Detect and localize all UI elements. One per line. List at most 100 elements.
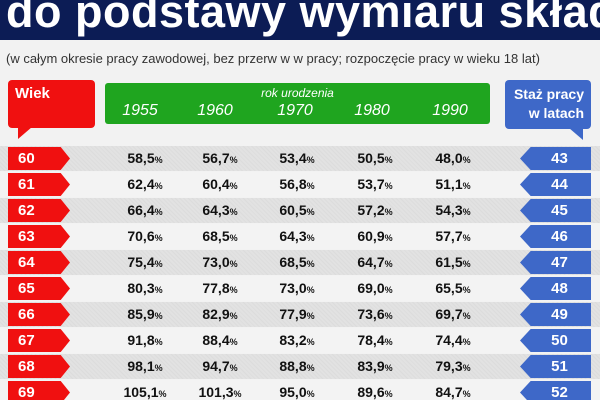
replacement-rate-cell: 48,0% xyxy=(418,146,488,173)
replacement-rate-cell: 88,8% xyxy=(262,354,332,381)
replacement-rate-cell: 74,4% xyxy=(418,328,488,355)
replacement-rate-cell: 53,4% xyxy=(262,146,332,173)
percent-sign: % xyxy=(306,181,315,191)
value: 80,3 xyxy=(127,280,155,296)
replacement-rate-cell: 105,1% xyxy=(110,380,180,400)
replacement-rate-cell: 84,7% xyxy=(418,380,488,400)
percent-sign: % xyxy=(462,337,471,347)
percent-sign: % xyxy=(384,285,393,295)
table-row: 60 58,5% 56,7% 53,4% 50,5% 48,0% 43 xyxy=(0,146,600,171)
replacement-rate-cell: 73,0% xyxy=(185,250,255,277)
table-row: 69 105,1% 101,3% 95,0% 89,6% 84,7% 52 xyxy=(0,380,600,400)
percent-sign: % xyxy=(462,389,471,399)
value: 94,7 xyxy=(202,358,230,374)
replacement-rate-cell: 101,3% xyxy=(185,380,255,400)
value: 79,3 xyxy=(435,358,463,374)
replacement-rate-cell: 69,7% xyxy=(418,302,488,329)
percent-sign: % xyxy=(462,311,471,321)
value: 54,3 xyxy=(435,202,463,218)
percent-sign: % xyxy=(462,207,471,217)
tenure-cell: 49 xyxy=(520,303,591,326)
tenure-cell: 51 xyxy=(520,355,591,378)
replacement-rate-cell: 58,5% xyxy=(110,146,180,173)
value: 48,0 xyxy=(435,150,463,166)
year-header: 1970 xyxy=(277,102,313,119)
percent-sign: % xyxy=(154,285,163,295)
value: 66,4 xyxy=(127,202,155,218)
age-cell: 66 xyxy=(8,303,70,326)
percent-sign: % xyxy=(462,155,471,165)
tenure-cell: 43 xyxy=(520,147,591,170)
percent-sign: % xyxy=(306,155,315,165)
percent-sign: % xyxy=(306,337,315,347)
replacement-rate-cell: 68,5% xyxy=(262,250,332,277)
table-row: 68 98,1% 94,7% 88,8% 83,9% 79,3% 51 xyxy=(0,354,600,379)
value: 95,0 xyxy=(279,384,307,400)
percent-sign: % xyxy=(306,389,315,399)
replacement-rate-cell: 82,9% xyxy=(185,302,255,329)
replacement-rate-cell: 75,4% xyxy=(110,250,180,277)
subtitle: (w całym okresie pracy zawodowej, bez pr… xyxy=(6,51,540,66)
value: 57,7 xyxy=(435,228,463,244)
age-cell: 63 xyxy=(8,225,70,248)
percent-sign: % xyxy=(462,259,471,269)
percent-sign: % xyxy=(154,259,163,269)
tenure-cell: 46 xyxy=(520,225,591,248)
tenure-header: Staż pracy w latach xyxy=(505,80,591,140)
replacement-rate-cell: 73,6% xyxy=(340,302,410,329)
replacement-rate-cell: 65,5% xyxy=(418,276,488,303)
tenure-cell: 50 xyxy=(520,329,591,352)
percent-sign: % xyxy=(306,285,315,295)
value: 83,9 xyxy=(357,358,385,374)
title-band: do podstawy wymiaru składki xyxy=(0,0,600,40)
value: 60,5 xyxy=(279,202,307,218)
table-row: 64 75,4% 73,0% 68,5% 64,7% 61,5% 47 xyxy=(0,250,600,275)
value: 65,5 xyxy=(435,280,463,296)
percent-sign: % xyxy=(154,181,163,191)
replacement-rate-cell: 56,7% xyxy=(185,146,255,173)
percent-sign: % xyxy=(384,181,393,191)
replacement-rate-cell: 56,8% xyxy=(262,172,332,199)
value: 77,8 xyxy=(202,280,230,296)
value: 75,4 xyxy=(127,254,155,270)
tenure-cell: 44 xyxy=(520,173,591,196)
year-header: 1955 xyxy=(122,102,158,119)
replacement-rate-cell: 85,9% xyxy=(110,302,180,329)
value: 82,9 xyxy=(202,306,230,322)
replacement-rate-cell: 98,1% xyxy=(110,354,180,381)
value: 91,8 xyxy=(127,332,155,348)
percent-sign: % xyxy=(229,233,238,243)
value: 61,5 xyxy=(435,254,463,270)
value: 53,4 xyxy=(279,150,307,166)
value: 70,6 xyxy=(127,228,155,244)
age-header: Wiek xyxy=(8,80,95,139)
percent-sign: % xyxy=(229,311,238,321)
percent-sign: % xyxy=(229,285,238,295)
tenure-label: Staż pracy xyxy=(513,86,584,102)
percent-sign: % xyxy=(229,259,238,269)
percent-sign: % xyxy=(306,207,315,217)
table-row: 63 70,6% 68,5% 64,3% 60,9% 57,7% 46 xyxy=(0,224,600,249)
value: 53,7 xyxy=(357,176,385,192)
age-cell: 67 xyxy=(8,329,70,352)
age-cell: 64 xyxy=(8,251,70,274)
replacement-rate-cell: 94,7% xyxy=(185,354,255,381)
year-header: 1990 xyxy=(432,102,468,119)
value: 56,8 xyxy=(279,176,307,192)
value: 57,2 xyxy=(357,202,385,218)
value: 68,5 xyxy=(202,228,230,244)
percent-sign: % xyxy=(229,207,238,217)
percent-sign: % xyxy=(306,363,315,373)
value: 69,0 xyxy=(357,280,385,296)
replacement-rate-cell: 53,7% xyxy=(340,172,410,199)
value: 62,4 xyxy=(127,176,155,192)
percent-sign: % xyxy=(462,233,471,243)
percent-sign: % xyxy=(384,337,393,347)
percent-sign: % xyxy=(306,311,315,321)
replacement-rate-cell: 62,4% xyxy=(110,172,180,199)
value: 68,5 xyxy=(279,254,307,270)
replacement-rate-cell: 77,9% xyxy=(262,302,332,329)
year-header: 1980 xyxy=(354,102,390,119)
tenure-cell: 47 xyxy=(520,251,591,274)
value: 64,3 xyxy=(279,228,307,244)
